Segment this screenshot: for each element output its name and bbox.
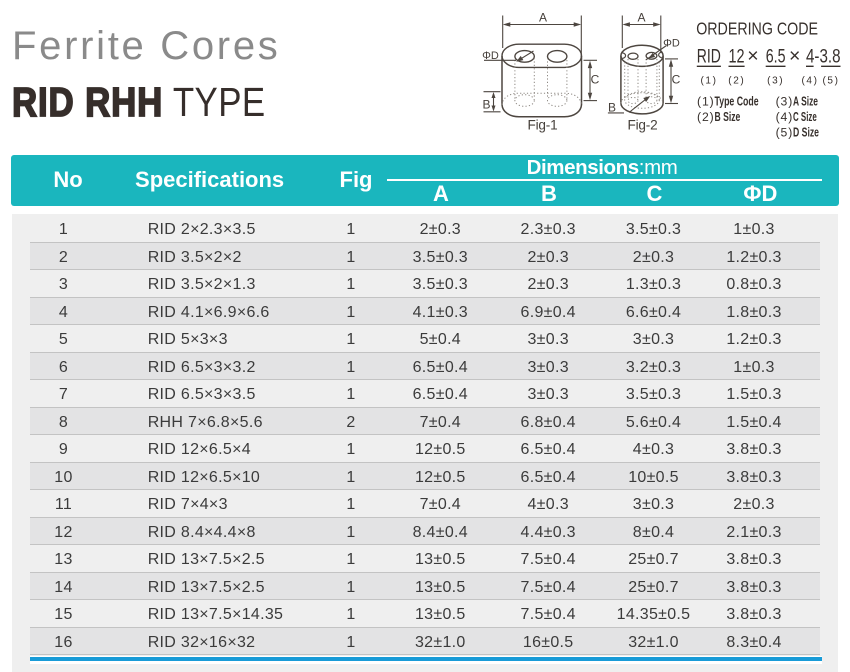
svg-text:D Size: D Size <box>793 126 819 140</box>
svg-text:Type Code: Type Code <box>715 95 759 109</box>
svg-text:(4): (4) <box>801 76 818 87</box>
svg-text:(5): (5) <box>776 126 794 140</box>
svg-text:12: 12 <box>729 46 745 68</box>
svg-text:(3): (3) <box>767 76 784 87</box>
svg-text:(3): (3) <box>776 95 794 109</box>
svg-text:A: A <box>539 11 547 25</box>
svg-text:(2): (2) <box>728 76 745 87</box>
svg-text:B: B <box>608 101 616 115</box>
svg-text:B: B <box>482 98 490 112</box>
svg-text:6.5: 6.5 <box>766 46 786 68</box>
svg-text:C: C <box>672 73 681 87</box>
svg-text:×: × <box>747 45 758 67</box>
svg-text:ΦD: ΦD <box>663 38 680 50</box>
svg-text:B Size: B Size <box>715 110 741 124</box>
svg-text:Fig-1: Fig-1 <box>528 118 558 133</box>
svg-text:RID: RID <box>697 46 721 68</box>
svg-text:Fig-2: Fig-2 <box>628 118 658 133</box>
svg-text:ΦD: ΦD <box>482 50 499 62</box>
svg-text:(1): (1) <box>700 76 717 87</box>
svg-text:(5): (5) <box>822 76 839 87</box>
svg-text:(4): (4) <box>776 110 794 124</box>
svg-text:A: A <box>637 11 645 25</box>
svg-text:×: × <box>789 45 800 67</box>
svg-text:A Size: A Size <box>793 95 818 109</box>
svg-text:C: C <box>591 73 600 87</box>
svg-text:(2): (2) <box>697 110 715 124</box>
svg-text:ORDERING CODE: ORDERING CODE <box>696 19 818 39</box>
svg-text:(1): (1) <box>697 95 715 109</box>
svg-text:C Size: C Size <box>793 110 817 124</box>
svg-text:4-3.8: 4-3.8 <box>806 46 841 68</box>
